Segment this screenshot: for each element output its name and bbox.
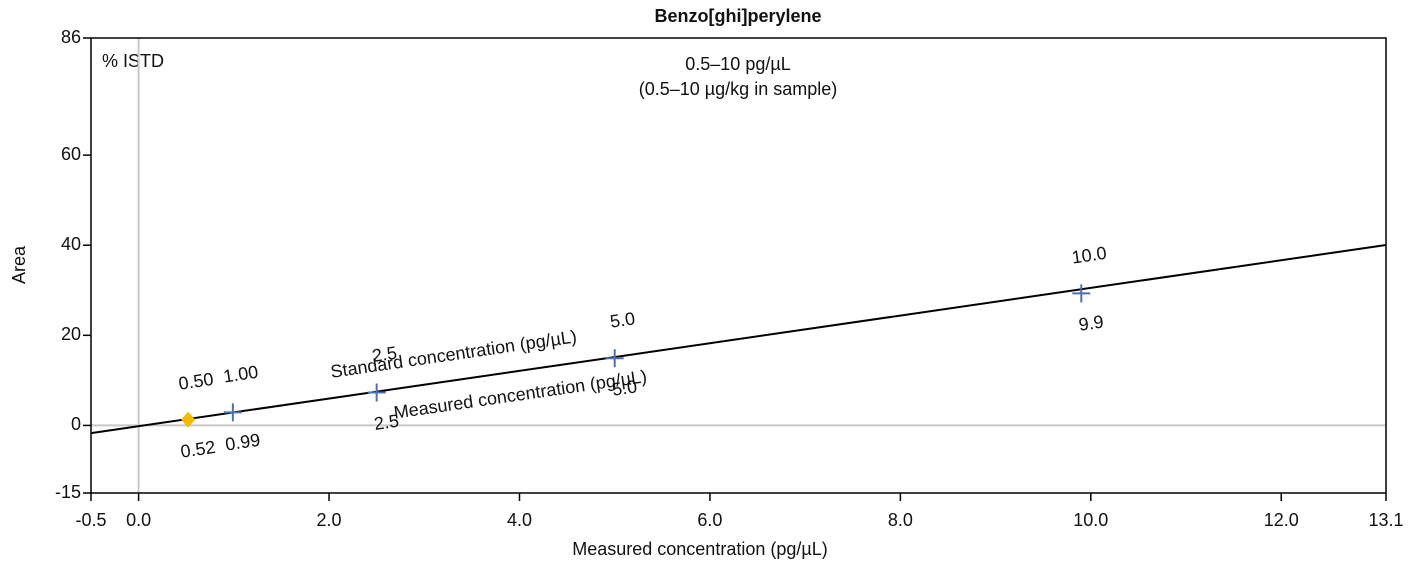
measured-label: 9.9 [1077,311,1105,334]
point [181,411,196,428]
measured-label: 2.5 [373,411,401,434]
line-label: Measured concentration (pg/µL) [392,366,648,423]
x-tick-label: -0.5 [75,510,106,530]
x-tick-label: 2.0 [317,510,342,530]
standard-label: 10.0 [1070,243,1108,268]
measured-label: 0.99 [224,430,262,455]
x-tick-label: 13.1 [1368,510,1403,530]
corner-label: % ISTD [102,51,164,71]
x-axis-label: Measured concentration (pg/µL) [572,539,828,559]
x-tick-label: 8.0 [888,510,913,530]
fit-line [90,244,1387,435]
y-tick-label: 20 [61,324,81,344]
point [1072,284,1091,303]
standard-label: 5.0 [609,308,637,331]
point [367,383,386,402]
y-tick-label: 60 [61,144,81,164]
chart-title: Benzo[ghi]perylene [654,6,821,26]
x-tick-label: 12.0 [1264,510,1299,530]
plot-frame [90,37,1387,494]
y-tick-label: 86 [61,27,81,47]
y-tick-label: 0 [71,414,81,434]
x-tick-label: 6.0 [697,510,722,530]
y-axis-label: Area [9,245,29,284]
x-tick-label: 0.0 [126,510,151,530]
point [223,403,242,422]
measured-label: 5.0 [611,376,639,399]
line-label: Standard concentration (pg/µL) [329,326,578,382]
standard-label: 0.50 [177,369,215,394]
y-tick-label: -15 [55,482,81,502]
standard-label: 2.5 [371,343,399,366]
subtitle: 0.5–10 pg/µL [685,54,790,74]
x-tick-label: 10.0 [1073,510,1108,530]
measured-label: 0.52 [179,437,217,462]
subtitle: (0.5–10 µg/kg in sample) [639,79,837,99]
x-tick-label: 4.0 [507,510,532,530]
point [605,349,624,368]
standard-label: 1.00 [222,362,260,387]
y-tick-label: 40 [61,234,81,254]
